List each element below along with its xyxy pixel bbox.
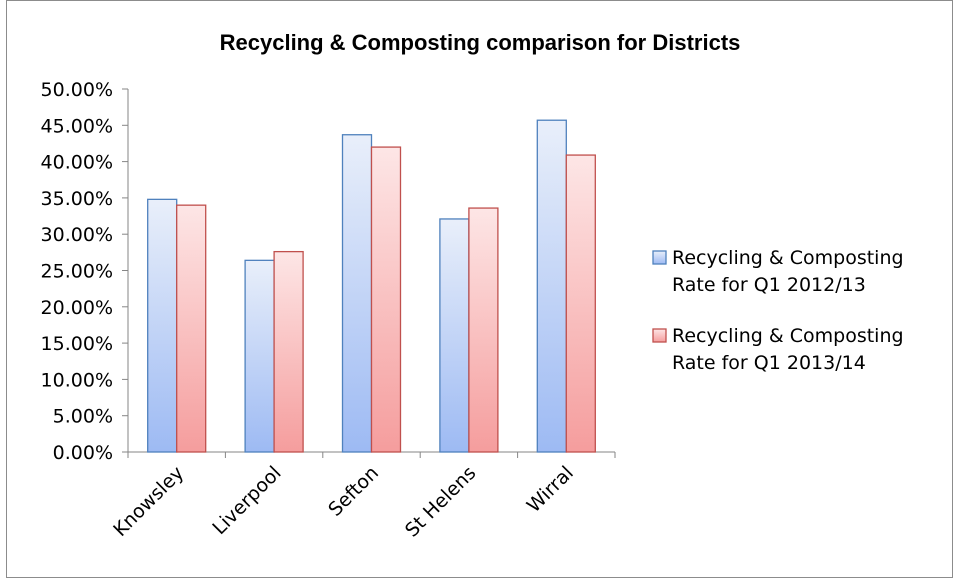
x-category-label: St Helens [401, 462, 481, 542]
chart-canvas: Recycling & Composting comparison for Di… [41, 30, 904, 542]
legend-label: Recycling & Composting Rate for Q1 2013/1… [672, 325, 904, 374]
y-tick-label: 45.00% [41, 115, 113, 137]
bar-knowsley-series-2 [176, 204, 207, 453]
bar-liverpool-series-1 [244, 259, 275, 453]
y-tick-label: 10.00% [41, 369, 113, 391]
chart-title: Recycling & Composting comparison for Di… [220, 30, 741, 55]
legend-swatch [652, 250, 667, 265]
legend: Recycling & Composting Rate for Q1 2012/1… [652, 247, 904, 374]
x-category-label: Knowsley [109, 462, 188, 541]
y-axis: 0.00% 5.00% 10.00% 15.00% 20.00% 25.00% 30.00%… [41, 79, 129, 464]
x-axis [127, 451, 616, 458]
bar-wirral-series-1 [536, 119, 567, 453]
chart-frame: Recycling & Composting comparison for Di… [6, 0, 953, 578]
bar-sefton-series-1 [341, 134, 373, 453]
legend-label: Recycling & Composting Rate for Q1 2012/1… [672, 247, 904, 296]
bar-st-helens-series-2 [468, 207, 499, 453]
bars [147, 119, 596, 453]
y-tick-label: 25.00% [41, 261, 113, 283]
bar-st-helens-series-1 [439, 218, 470, 453]
x-category-label: Liverpool [208, 462, 285, 539]
y-tick-label: 0.00% [53, 442, 113, 464]
y-tick-label: 40.00% [41, 152, 113, 174]
bar-wirral-series-2 [565, 154, 596, 453]
y-tick-label: 50.00% [41, 79, 113, 101]
category-labels: Knowsley Liverpool Sefton St Helens Wirral [109, 462, 578, 542]
y-tick-label: 5.00% [53, 406, 113, 428]
x-category-label: Sefton [324, 462, 383, 521]
y-tick-label: 20.00% [41, 297, 113, 319]
bar-knowsley-series-1 [147, 198, 178, 453]
y-tick-label: 35.00% [41, 188, 113, 210]
x-category-label: Wirral [523, 462, 578, 517]
y-tick-label: 15.00% [41, 333, 113, 355]
bar-sefton-series-2 [370, 146, 402, 453]
y-tick-label: 30.00% [41, 224, 113, 246]
legend-swatch [652, 328, 667, 343]
bar-liverpool-series-2 [273, 250, 304, 453]
